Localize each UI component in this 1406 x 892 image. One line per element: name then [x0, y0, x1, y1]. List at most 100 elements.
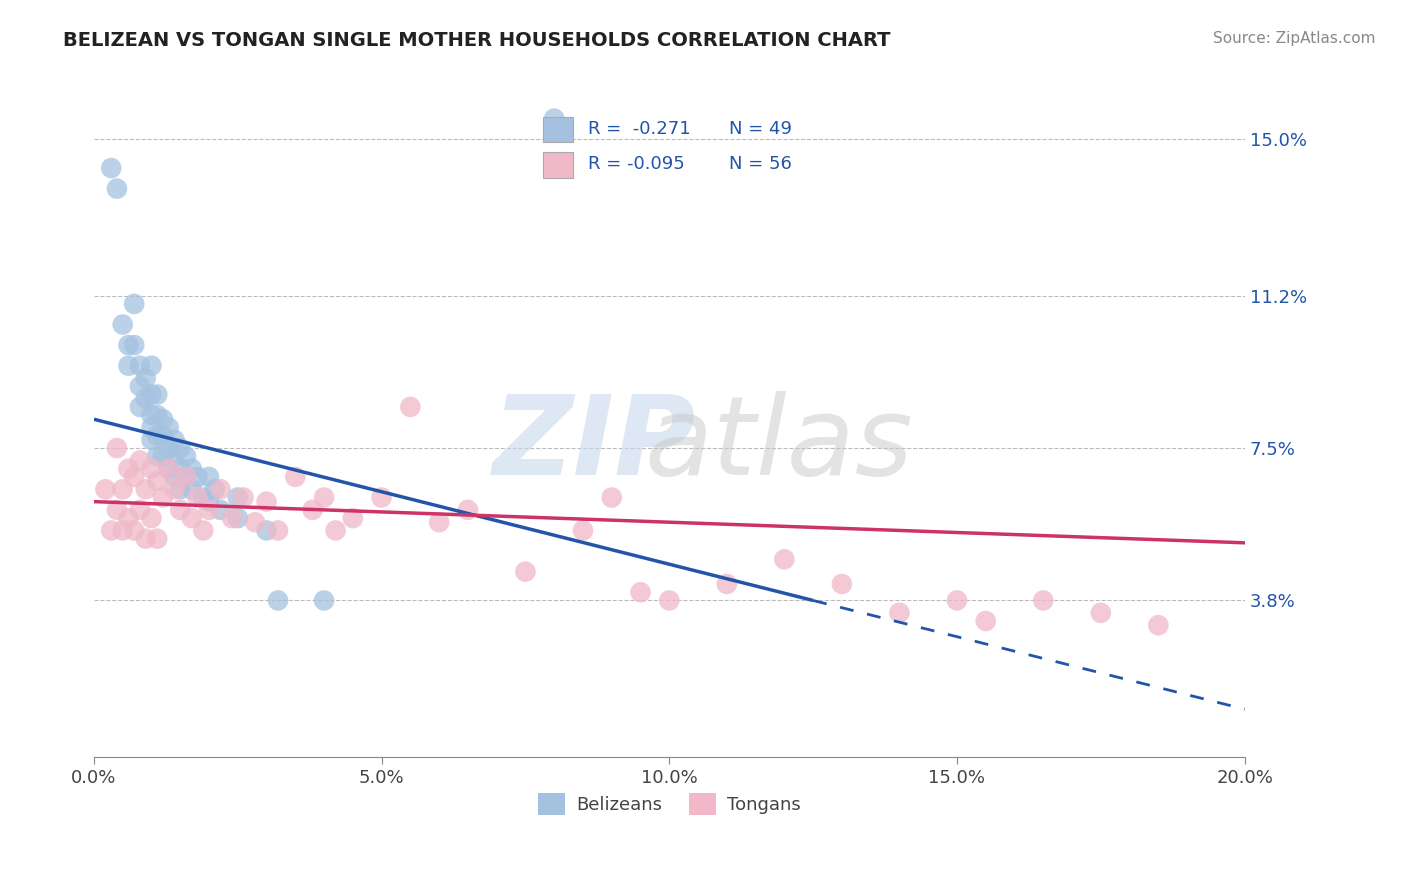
Point	[122, 470, 145, 484]
Point	[226, 511, 249, 525]
Point	[301, 503, 323, 517]
Point	[193, 491, 215, 505]
Point	[716, 577, 738, 591]
Point	[129, 379, 152, 393]
Point	[209, 503, 232, 517]
Point	[515, 565, 537, 579]
Point	[186, 491, 208, 505]
Point	[135, 483, 157, 497]
Point	[105, 181, 128, 195]
Point	[169, 483, 191, 497]
Point	[186, 470, 208, 484]
Point	[135, 371, 157, 385]
Point	[572, 524, 595, 538]
Point	[152, 491, 174, 505]
Point	[141, 387, 163, 401]
Point	[174, 470, 197, 484]
Legend: Belizeans, Tongans: Belizeans, Tongans	[530, 786, 808, 822]
Point	[226, 491, 249, 505]
Point	[427, 515, 450, 529]
Point	[399, 400, 422, 414]
Point	[122, 524, 145, 538]
Point	[163, 450, 186, 464]
Point	[152, 412, 174, 426]
Text: BELIZEAN VS TONGAN SINGLE MOTHER HOUSEHOLDS CORRELATION CHART: BELIZEAN VS TONGAN SINGLE MOTHER HOUSEHO…	[63, 31, 891, 50]
Point	[221, 511, 243, 525]
Point	[100, 524, 122, 538]
Point	[111, 318, 134, 332]
Point	[141, 359, 163, 373]
Point	[831, 577, 853, 591]
Point	[100, 161, 122, 175]
Point	[117, 461, 139, 475]
Point	[105, 503, 128, 517]
Point	[204, 483, 226, 497]
Point	[146, 408, 169, 422]
Point	[117, 338, 139, 352]
Point	[946, 593, 969, 607]
Point	[180, 511, 202, 525]
Point	[129, 453, 152, 467]
Point	[146, 428, 169, 442]
Point	[193, 524, 215, 538]
Point	[94, 483, 117, 497]
Point	[209, 483, 232, 497]
Point	[267, 593, 290, 607]
Point	[141, 408, 163, 422]
Point	[630, 585, 652, 599]
Point	[889, 606, 911, 620]
Point	[312, 491, 335, 505]
Point	[141, 420, 163, 434]
Point	[122, 297, 145, 311]
Point	[122, 338, 145, 352]
Point	[111, 483, 134, 497]
Point	[773, 552, 796, 566]
Text: Source: ZipAtlas.com: Source: ZipAtlas.com	[1212, 31, 1375, 46]
Point	[198, 470, 221, 484]
Point	[163, 470, 186, 484]
Point	[146, 387, 169, 401]
Point	[174, 450, 197, 464]
Point	[174, 470, 197, 484]
Point	[163, 483, 186, 497]
Point	[370, 491, 392, 505]
Point	[141, 433, 163, 447]
Point	[1032, 593, 1054, 607]
Point	[1090, 606, 1112, 620]
Point	[117, 511, 139, 525]
Point	[129, 503, 152, 517]
Point	[135, 532, 157, 546]
Point	[342, 511, 364, 525]
Point	[146, 532, 169, 546]
Point	[658, 593, 681, 607]
Point	[105, 441, 128, 455]
Point	[152, 450, 174, 464]
Point	[600, 491, 623, 505]
Point	[146, 474, 169, 488]
Point	[256, 494, 278, 508]
Point	[129, 359, 152, 373]
Point	[232, 491, 254, 505]
Point	[157, 441, 180, 455]
Point	[117, 359, 139, 373]
Point	[1147, 618, 1170, 632]
Text: atlas: atlas	[644, 391, 912, 498]
Point	[543, 112, 565, 126]
Point	[157, 461, 180, 475]
Point	[169, 461, 191, 475]
Point	[169, 503, 191, 517]
Point	[198, 494, 221, 508]
Point	[146, 450, 169, 464]
Point	[198, 503, 221, 517]
Point	[129, 400, 152, 414]
Point	[267, 524, 290, 538]
Point	[152, 428, 174, 442]
Point	[163, 433, 186, 447]
Point	[157, 461, 180, 475]
Point	[111, 524, 134, 538]
Point	[135, 392, 157, 406]
Point	[457, 503, 479, 517]
Point	[974, 614, 997, 628]
Text: ZIP: ZIP	[492, 391, 696, 498]
Point	[325, 524, 347, 538]
